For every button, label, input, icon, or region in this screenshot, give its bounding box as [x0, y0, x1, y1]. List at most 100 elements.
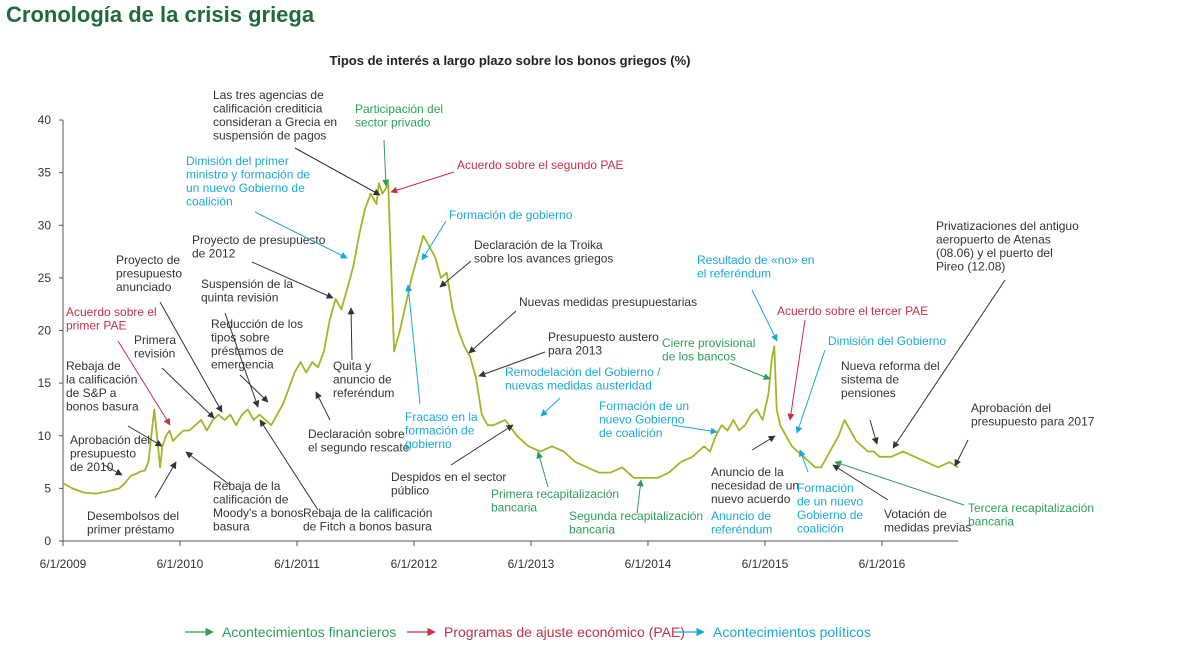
annotation-a8: Suspensión de la quinta revisión [201, 277, 293, 305]
annotation-a20: Declaración de la Troika sobre los avance… [474, 238, 613, 266]
annotation-arrow [405, 284, 421, 405]
annotation-line: Formación de un [599, 399, 689, 413]
annotation-a38: Tercera recapitalización bancaria [968, 501, 1094, 529]
annotation-a10: Rebaja de la calificación de Fitch a bono… [303, 506, 432, 534]
annotation-line: tipos sobre [211, 331, 270, 345]
y-tick-label: 15 [38, 376, 52, 390]
annotation-line: formación de [405, 424, 475, 438]
y-tick-label: 30 [38, 218, 52, 232]
annotation-a21: Nuevas medidas presupuestarias [519, 295, 697, 309]
annotation-line: emergencia [211, 358, 274, 372]
annotation-line: de S&P a [66, 386, 117, 400]
annotation-line: Rebaja de la calificación [303, 506, 432, 520]
annotation-line: nuevo acuerdo [711, 492, 791, 506]
annotation-a27: Segunda recapitalización bancaria [569, 509, 703, 537]
annotation-line: Dimisión del Gobierno [828, 334, 946, 348]
x-tick-label: 6/1/2009 [40, 557, 87, 571]
annotation-line: Gobierno de [797, 508, 863, 522]
page-title: Cronología de la crisis griega [6, 2, 315, 27]
x-tick-label: 6/1/2013 [508, 557, 555, 571]
y-tick-label: 20 [38, 324, 52, 338]
annotation-a34: Formación de un nuevo Gobierno de coalición [797, 481, 863, 536]
annotation-a23: Remodelación del Gobierno / nuevas medida… [505, 365, 661, 393]
annotation-arrow [798, 449, 809, 473]
chart-title: Tipos de interés a largo plazo sobre los… [330, 53, 691, 68]
annotation-arrow [224, 312, 260, 408]
annotation-arrow [154, 461, 177, 499]
annotation-a37: Privatizaciones del antiguo aeropuerto de… [936, 219, 1079, 274]
y-tick-label: 35 [38, 166, 52, 180]
annotation-line: bancaria [569, 523, 615, 537]
annotation-a18: Formación de gobierno [449, 208, 573, 222]
annotation-a30: Acuerdo sobre el tercer PAE [777, 304, 928, 318]
annotation-a19: Fracaso en la formación de gobierno [405, 410, 478, 451]
x-tick-label: 6/1/2010 [157, 557, 204, 571]
annotation-arrow [117, 340, 171, 426]
annotation-line: Desembolsos del [87, 509, 179, 523]
annotation-line: préstamos de [211, 344, 284, 358]
annotation-line: Rebaja de la [213, 479, 281, 493]
annotation-line: Las tres agencias de [213, 88, 324, 102]
annotation-arrow [347, 307, 355, 361]
annotation-line: presupuesto [116, 267, 182, 281]
annotation-a5: Primera revisión [134, 333, 176, 361]
annotation-arrow [390, 171, 455, 194]
annotation-arrow [315, 391, 331, 421]
annotation-arrow [478, 351, 546, 378]
annotation-line: nuevo Gobierno [599, 413, 685, 427]
legend-label-financial: Acontecimientos financieros [222, 624, 396, 640]
series-line-bond-yield [62, 182, 959, 495]
annotation-a36: Votación de medidas previas [884, 507, 971, 535]
annotation-a12: Declaración sobre el segundo rescate [308, 427, 410, 455]
annotation-line: Dimisión del primer [186, 154, 289, 168]
annotation-line: Declaración sobre [308, 427, 405, 441]
annotation-line: Proyecto de presupuesto [192, 233, 326, 247]
annotation-line: Reducción de los [211, 317, 303, 331]
annotation-line: medidas previas [884, 521, 971, 535]
annotation-arrow [450, 424, 514, 466]
annotation-arrow [869, 419, 879, 445]
annotation-line: Votación de [884, 507, 947, 521]
x-tick-label: 6/1/2015 [742, 557, 789, 571]
annotation-arrow [671, 424, 718, 435]
annotation-a17: Acuerdo sobre el segundo PAE [457, 158, 624, 172]
annotation-line: aeropuerto de Atenas [936, 233, 1051, 247]
annotation-line: suspensión de pagos [213, 129, 326, 143]
legend: Acontecimientos financieros Programas de … [185, 624, 871, 640]
annotation-arrow [540, 397, 561, 417]
y-tick-label: 5 [44, 481, 51, 495]
annotation-arrow [294, 147, 381, 196]
annotation-line: Declaración de la Troika [474, 238, 603, 252]
annotation-arrow [536, 451, 549, 488]
annotation-line: público [391, 484, 429, 498]
annotation-a15: Las tres agencias de calificación crediti… [213, 88, 337, 143]
annotation-line: Anuncio de la [711, 465, 784, 479]
annotation-line: Presupuesto austero [548, 330, 659, 344]
annotation-a25: Primera recapitalización bancaria [491, 487, 619, 515]
annotation-line: Formación [797, 481, 854, 495]
annotation-arrow [259, 419, 319, 511]
annotation-line: anuncio de [333, 373, 392, 387]
x-tick-label: 6/1/2014 [625, 557, 672, 571]
annotation-line: Anuncio de [711, 509, 771, 523]
annotation-line: la calificación [66, 373, 137, 387]
annotation-arrow [834, 460, 965, 506]
annotation-line: calificación de [213, 493, 289, 507]
annotation-arrow [254, 211, 348, 259]
series-layer [62, 182, 959, 495]
annotation-a22: Presupuesto austero para 2013 [548, 330, 659, 358]
annotation-line: calificación crediticia [213, 102, 323, 116]
annotation-line: Cierre provisional [662, 336, 755, 350]
legend-label-political: Acontecimientos políticos [713, 624, 871, 640]
annotation-line: de 2010 [70, 460, 114, 474]
y-tick-label: 0 [44, 534, 51, 548]
annotation-line: Rebaja de [66, 359, 121, 373]
annotation-line: pensiones [841, 386, 896, 400]
annotation-line: el segundo rescate [308, 441, 410, 455]
annotation-a29: Cierre provisional de los bancos [662, 336, 755, 364]
annotation-a3: Rebaja de la calificación de S&P a bonos ba… [66, 359, 139, 414]
annotation-line: un nuevo Gobierno de [186, 181, 305, 195]
annotation-a11: Proyecto de presupuesto de 2012 [192, 233, 326, 261]
annotation-line: de los bancos [662, 350, 736, 364]
